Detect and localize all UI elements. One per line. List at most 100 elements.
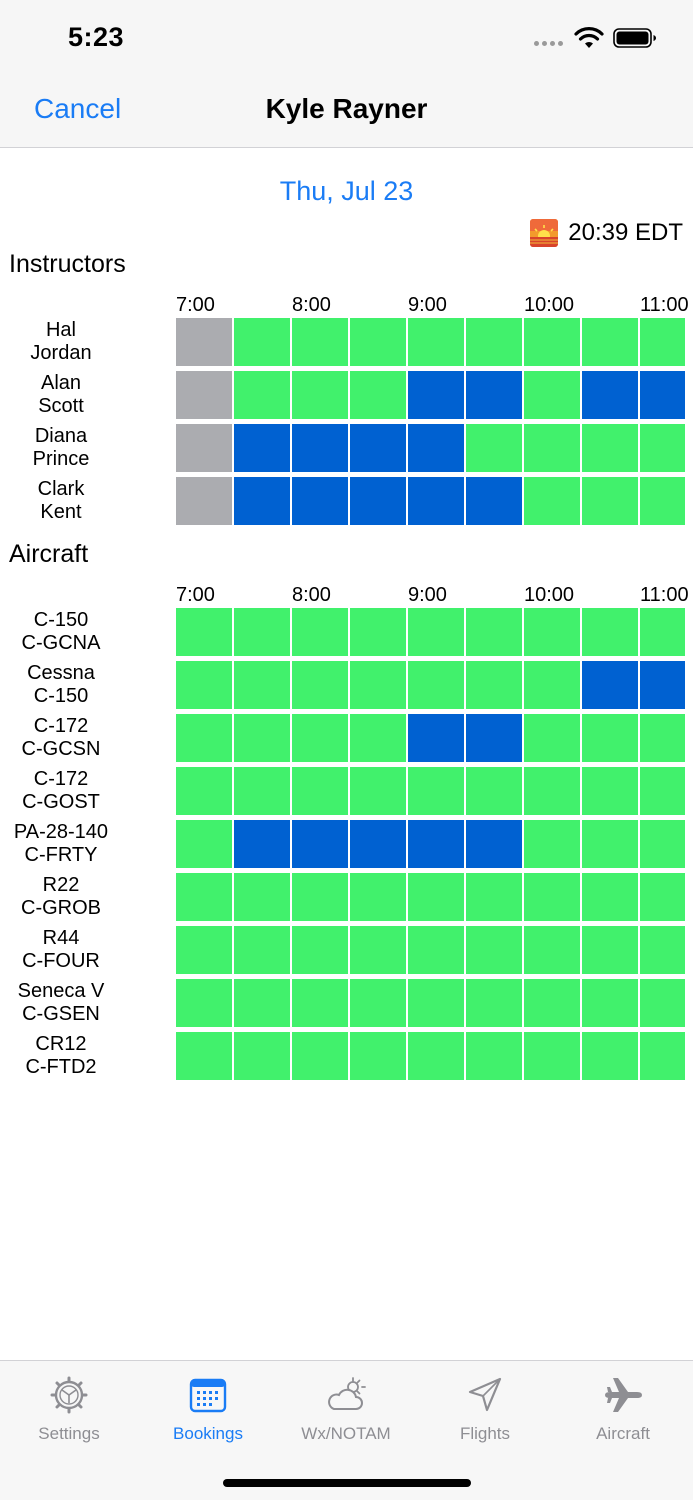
schedule-slot-avail[interactable]: [466, 318, 522, 366]
schedule-slot-avail[interactable]: [292, 714, 348, 762]
schedule-slot-avail[interactable]: [640, 477, 685, 525]
schedule-slot-avail[interactable]: [466, 661, 522, 709]
schedule-slot-avail[interactable]: [582, 926, 638, 974]
schedule-slot-avail[interactable]: [408, 926, 464, 974]
schedule-slot-booked[interactable]: [640, 661, 685, 709]
tab-settings[interactable]: Settings: [0, 1375, 138, 1445]
schedule-slot-avail[interactable]: [582, 979, 638, 1027]
schedule-slot-booked[interactable]: [292, 477, 348, 525]
schedule-slot-avail[interactable]: [640, 873, 685, 921]
schedule-slot-avail[interactable]: [524, 371, 580, 419]
schedule-slot-avail[interactable]: [640, 820, 685, 868]
tab-aircraft[interactable]: Aircraft: [554, 1375, 692, 1445]
schedule-slot-avail[interactable]: [466, 767, 522, 815]
schedule-slot-avail[interactable]: [466, 979, 522, 1027]
schedule-slot-booked[interactable]: [234, 424, 290, 472]
schedule-slot-avail[interactable]: [524, 661, 580, 709]
schedule-slot-avail[interactable]: [176, 979, 232, 1027]
schedule-slot-booked[interactable]: [234, 477, 290, 525]
schedule-slot-avail[interactable]: [524, 767, 580, 815]
schedule-slot-avail[interactable]: [176, 820, 232, 868]
schedule-slot-avail[interactable]: [176, 767, 232, 815]
schedule-slot-avail[interactable]: [292, 926, 348, 974]
schedule-slot-booked[interactable]: [350, 424, 406, 472]
schedule-slot-avail[interactable]: [408, 318, 464, 366]
schedule-slot-avail[interactable]: [582, 608, 638, 656]
schedule-slot-avail[interactable]: [640, 714, 685, 762]
schedule-slot-avail[interactable]: [292, 371, 348, 419]
date-selector[interactable]: Thu, Jul 23: [279, 176, 414, 206]
schedule-slot-avail[interactable]: [292, 979, 348, 1027]
schedule-slot-avail[interactable]: [292, 608, 348, 656]
schedule-slot-avail[interactable]: [640, 979, 685, 1027]
schedule-slot-avail[interactable]: [582, 873, 638, 921]
schedule-slot-avail[interactable]: [408, 767, 464, 815]
schedule-slot-booked[interactable]: [466, 714, 522, 762]
schedule-slot-avail[interactable]: [524, 1032, 580, 1080]
schedule-slot-avail[interactable]: [234, 926, 290, 974]
schedule-slot-avail[interactable]: [350, 979, 406, 1027]
schedule-slot-avail[interactable]: [350, 1032, 406, 1080]
cancel-button[interactable]: Cancel: [34, 93, 122, 124]
schedule-slot-avail[interactable]: [466, 1032, 522, 1080]
schedule-slot-avail[interactable]: [292, 767, 348, 815]
schedule-slot-avail[interactable]: [350, 767, 406, 815]
schedule-slot-avail[interactable]: [466, 608, 522, 656]
schedule-slot-avail[interactable]: [234, 1032, 290, 1080]
schedule-slot-booked[interactable]: [408, 477, 464, 525]
schedule-slot-booked[interactable]: [408, 424, 464, 472]
schedule-slot-booked[interactable]: [350, 820, 406, 868]
schedule-slot-avail[interactable]: [408, 661, 464, 709]
schedule-slot-booked[interactable]: [582, 371, 638, 419]
schedule-slot-avail[interactable]: [176, 714, 232, 762]
schedule-slot-avail[interactable]: [640, 608, 685, 656]
schedule-slot-avail[interactable]: [234, 979, 290, 1027]
schedule-slot-avail[interactable]: [640, 926, 685, 974]
tab-wx-notam[interactable]: Wx/NOTAM: [277, 1375, 415, 1445]
schedule-slot-booked[interactable]: [582, 661, 638, 709]
schedule-slot-avail[interactable]: [176, 873, 232, 921]
schedule-slot-avail[interactable]: [350, 873, 406, 921]
schedule-slot-avail[interactable]: [408, 608, 464, 656]
schedule-slot-avail[interactable]: [350, 661, 406, 709]
schedule-slot-avail[interactable]: [292, 661, 348, 709]
schedule-slot-avail[interactable]: [524, 424, 580, 472]
schedule-slot-avail[interactable]: [292, 318, 348, 366]
schedule-slot-avail[interactable]: [524, 714, 580, 762]
schedule-slot-booked[interactable]: [640, 371, 685, 419]
schedule-slot-avail[interactable]: [350, 608, 406, 656]
schedule-slot-booked[interactable]: [292, 424, 348, 472]
schedule-slot-avail[interactable]: [408, 1032, 464, 1080]
schedule-slot-avail[interactable]: [524, 873, 580, 921]
schedule-slot-avail[interactable]: [292, 1032, 348, 1080]
schedule-slot-avail[interactable]: [582, 477, 638, 525]
schedule-slot-avail[interactable]: [350, 714, 406, 762]
schedule-slot-booked[interactable]: [408, 714, 464, 762]
schedule-slot-booked[interactable]: [292, 820, 348, 868]
schedule-slot-avail[interactable]: [524, 926, 580, 974]
schedule-slot-avail[interactable]: [582, 424, 638, 472]
schedule-slot-avail[interactable]: [524, 477, 580, 525]
schedule-slot-avail[interactable]: [292, 873, 348, 921]
schedule-slot-avail[interactable]: [466, 873, 522, 921]
schedule-slot-avail[interactable]: [234, 661, 290, 709]
schedule-slot-avail[interactable]: [176, 608, 232, 656]
schedule-slot-avail[interactable]: [524, 820, 580, 868]
schedule-slot-avail[interactable]: [176, 1032, 232, 1080]
schedule-slot-avail[interactable]: [234, 608, 290, 656]
schedule-slot-avail[interactable]: [582, 714, 638, 762]
schedule-slot-avail[interactable]: [640, 318, 685, 366]
schedule-slot-avail[interactable]: [524, 318, 580, 366]
schedule-slot-avail[interactable]: [582, 767, 638, 815]
schedule-slot-booked[interactable]: [408, 820, 464, 868]
schedule-slot-avail[interactable]: [234, 714, 290, 762]
schedule-slot-avail[interactable]: [466, 424, 522, 472]
schedule-slot-avail[interactable]: [350, 926, 406, 974]
schedule-slot-booked[interactable]: [466, 820, 522, 868]
schedule-slot-past[interactable]: [176, 318, 232, 366]
schedule-slot-past[interactable]: [176, 477, 232, 525]
schedule-slot-avail[interactable]: [234, 873, 290, 921]
schedule-slot-avail[interactable]: [582, 1032, 638, 1080]
schedule-slot-booked[interactable]: [466, 371, 522, 419]
schedule-slot-avail[interactable]: [640, 424, 685, 472]
